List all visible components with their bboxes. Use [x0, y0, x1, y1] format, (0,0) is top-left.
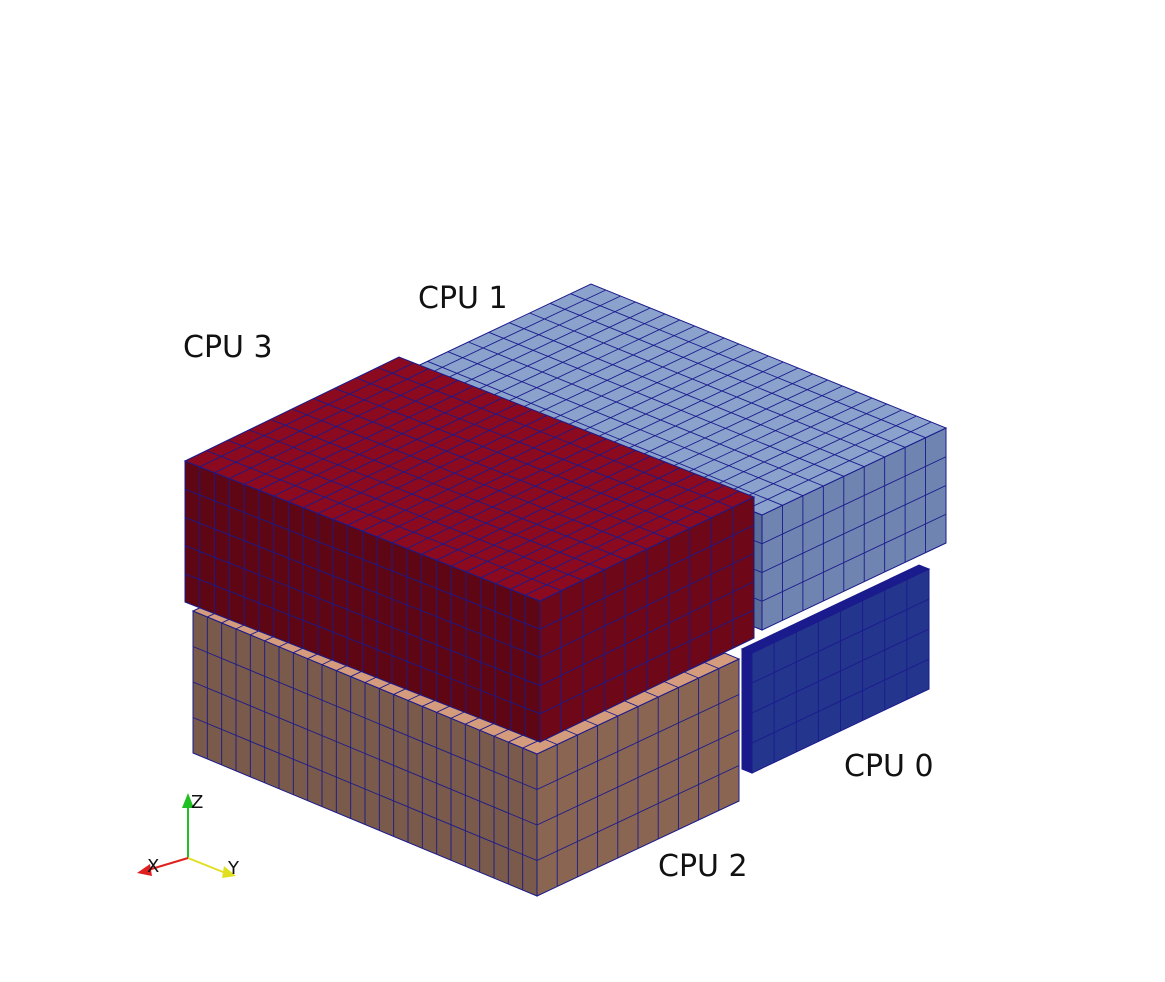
cpu-0-top-face-grid-line — [830, 606, 841, 612]
cpu-2-label: CPU 2 — [658, 849, 748, 884]
cpu-1-top-face-grid-line — [628, 373, 814, 462]
z-axis-label: Z — [191, 792, 203, 813]
cpu-1-top-face-grid-line — [732, 415, 917, 504]
x-axis-line — [147, 857, 189, 871]
cpu-3-side-face-grid-line — [539, 581, 755, 687]
cpu-3-front-face-grid-line — [184, 488, 541, 630]
cpu-1-top-face-grid-line — [480, 313, 666, 402]
cpu-1-top-face-grid-line — [584, 355, 769, 444]
cpu-0-side-face-grid-line — [751, 628, 930, 714]
cpu-2-front-face-grid-line — [192, 646, 538, 790]
block-labels: CPU 0 CPU 1 CPU 2 CPU 3 — [183, 281, 934, 884]
x-axis-label: X — [147, 856, 159, 877]
cpu-1-top-face-grid-line — [488, 331, 844, 477]
cpu-1-top-face-grid-line — [717, 409, 902, 498]
cpu-0-top-face-grid-line — [786, 627, 797, 633]
cpu-0-top-face-grid-line — [763, 638, 775, 643]
cpu-3-top-face-grid-line — [270, 418, 626, 560]
y-axis-arrowhead — [222, 866, 236, 878]
cpu-0-top-face-grid-line — [874, 585, 885, 591]
cpu-0-top-face — [740, 564, 931, 654]
cpu-3-front-face-grid-line — [184, 545, 541, 687]
cpu-3-top-face-grid-line — [313, 398, 669, 540]
cpu-1-top-face-grid-line — [549, 302, 906, 448]
cpu-1-top-face-grid-line — [554, 343, 740, 432]
cpu-0-front-face-grid-line — [741, 708, 753, 714]
cpu-1-top-face-grid-line — [427, 360, 783, 506]
cpu-1-top-face-grid-line — [747, 421, 932, 510]
cpu-3-top-face-grid-line — [334, 387, 690, 529]
cpu-3-side-face-grid-line — [539, 609, 755, 715]
cpu-1-top-face-grid-line — [468, 341, 824, 487]
cpu-0-front-face-grid-line — [741, 738, 753, 744]
cpu-3-top-face-grid-line — [206, 450, 562, 592]
cpu-1-top-face-grid-line — [436, 295, 621, 384]
cpu-0-side-face-grid-line — [751, 598, 930, 684]
cpu-1-top-face-grid-line — [465, 307, 651, 396]
cpu-0-side-face — [751, 568, 930, 774]
cpu-2-side-face — [536, 658, 740, 897]
cpu-0-front-face-grid-line — [741, 678, 753, 684]
cpu-3-side-face-grid-line — [539, 552, 755, 658]
cpu-1-top-face-grid-line — [525, 331, 710, 420]
cpu-1-side-face-grid-line — [761, 485, 947, 573]
cpu-3-top-face-grid-line — [227, 439, 583, 581]
cpu-3-front-face-grid-line — [184, 573, 541, 715]
z-axis-arrowhead — [182, 793, 194, 808]
cpu-1-top-face-grid-line — [510, 325, 695, 414]
cpu-3-front-face-grid-line — [184, 516, 541, 658]
mesh-blocks — [183, 283, 948, 897]
cpu-1-top-face-grid-line — [495, 319, 680, 408]
cpu-1-top-face-grid-line — [643, 379, 828, 468]
cpu-0-block — [740, 564, 931, 774]
cpu-0-top-face-grid-line — [852, 596, 863, 601]
cpu-3-label: CPU 3 — [183, 330, 273, 365]
cpu-1-top-face-grid-line — [421, 289, 606, 378]
cpu-1-top-face-grid-line — [687, 397, 873, 486]
cpu-3-top-face-grid-line — [291, 408, 648, 550]
cpu-1-top-face-grid-line — [447, 351, 804, 497]
cpu-3-top-face-grid-line — [249, 429, 605, 571]
x-axis-arrowhead — [137, 864, 152, 876]
cpu-1-top-face-grid-line — [569, 349, 754, 438]
y-axis-label: Y — [227, 858, 240, 879]
cpu-2-front-face-grid-line — [192, 717, 538, 861]
cpu-1-side-face-grid-line — [761, 456, 947, 545]
y-axis-line — [187, 857, 229, 875]
cpu-2-side-face-grid-line — [536, 765, 740, 861]
cpu-0-top-face-grid-line — [896, 575, 908, 580]
cpu-1-top-face-grid-line — [613, 367, 799, 456]
cpu-0-top-face-grid-line — [808, 617, 819, 622]
cpu-1-label: CPU 1 — [418, 281, 508, 316]
cpu-3-top-face-grid-line — [377, 366, 733, 508]
cpu-0-label: CPU 0 — [844, 749, 934, 784]
cpu-3-top-face-grid-line — [356, 377, 712, 519]
cpu-1-top-face-grid-line — [509, 322, 865, 468]
cpu-1-top-face-grid-line — [570, 293, 926, 439]
cpu-3-top-face — [183, 356, 756, 602]
cpu-0-side-face-grid-line — [751, 658, 930, 744]
cpu-1-side-face-grid-line — [761, 513, 947, 602]
cpu-3-block — [183, 356, 756, 743]
cpu-1-top-face-grid-line — [702, 403, 888, 492]
orientation-axes-widget: Z Y X — [137, 792, 240, 879]
cpu-0-front-face — [741, 648, 753, 774]
cpu-1-top-face-grid-line — [673, 391, 858, 480]
cpu-1-top-face-grid-line — [539, 337, 725, 426]
cpu-3-side-face-grid-line — [539, 524, 755, 630]
cpu-1-top-face-grid-line — [529, 312, 885, 458]
cpu-2-side-face-grid-line — [536, 694, 740, 790]
cpu-2-side-face-grid-line — [536, 729, 740, 826]
cpu-1-top-face-grid-line — [599, 361, 784, 450]
cpu-1-top-face-grid-line — [451, 301, 636, 390]
cpu-1-top-face-grid-line — [658, 385, 843, 474]
cpu-2-front-face-grid-line — [192, 681, 538, 826]
